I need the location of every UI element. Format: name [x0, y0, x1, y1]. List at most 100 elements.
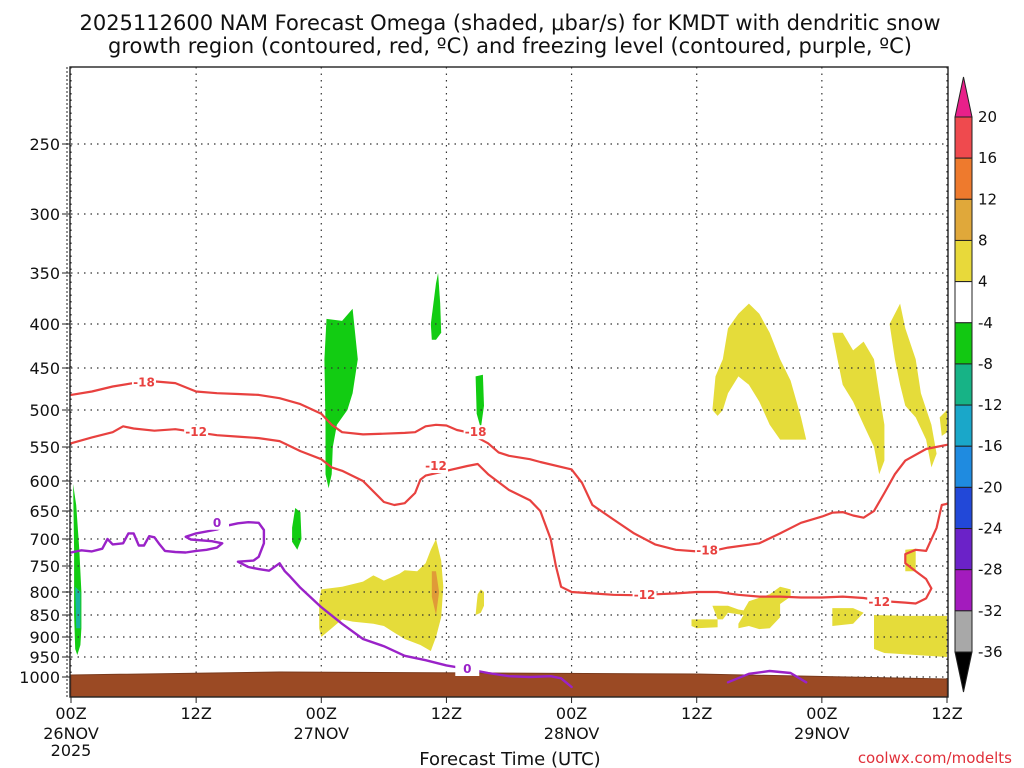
y-tick-label: 900 [29, 628, 60, 647]
y-tick-label: 800 [29, 583, 60, 602]
omega-region-cyan [75, 586, 81, 629]
y-tick-label: 650 [29, 502, 60, 521]
colorbar-block [954, 363, 973, 406]
y-tick-label: 350 [29, 264, 60, 283]
omega-region-positive-3 [691, 619, 718, 629]
colorbar-block [954, 486, 973, 530]
colorbar-block [954, 569, 973, 612]
colorbar-block [954, 445, 973, 488]
chart-title-line1: 2025112600 NAM Forecast Omega (shaded, μ… [79, 11, 940, 35]
contour-label-zero-a-bg [205, 515, 229, 530]
contour-label-minus12-d-bg [867, 595, 892, 610]
x-tick-time: 12Z [681, 704, 712, 723]
y-tick-label: 450 [29, 359, 60, 378]
colorbar-block [954, 281, 973, 324]
x-axis-label: Forecast Time (UTC) [419, 749, 600, 768]
omega-region-positive-4 [832, 608, 864, 626]
freezing-level-contour-b [726, 669, 808, 684]
x-tick-date: 29NOV [794, 724, 850, 743]
omega-region-negative-2 [324, 308, 358, 489]
colorbar-label: 16 [978, 149, 997, 167]
omega-region-negative-3 [430, 273, 442, 340]
y-tick-label: 850 [29, 606, 60, 625]
colorbar-block [954, 528, 973, 571]
contour-label-minus12-d: -12 [868, 595, 890, 609]
colorbar-block [954, 610, 973, 653]
colorbar-label: -28 [978, 561, 1003, 579]
credit-link[interactable]: coolwx.com/modelts [858, 749, 1012, 767]
x-tick-time: 00Z [556, 704, 587, 723]
omega-region-positive-9 [889, 303, 937, 468]
x-tick-time: 12Z [180, 704, 211, 723]
x-tick-date: 27NOV [293, 724, 349, 743]
colorbar-label: -24 [978, 520, 1003, 538]
colorbar-label: 20 [978, 108, 997, 126]
contour-label-zero-b-bg [455, 662, 480, 676]
colorbar-label: -36 [978, 643, 1003, 661]
x-tick-time: 12Z [431, 704, 462, 723]
colorbar-label: -16 [978, 437, 1003, 455]
colorbar-block [954, 157, 973, 200]
omega-region-positive-5 [874, 615, 947, 657]
colorbar-label: 12 [978, 190, 997, 208]
colorbar-bottom-arrow [954, 651, 973, 693]
y-tick-label: 700 [29, 530, 60, 549]
omega-region-positive-10 [939, 410, 947, 436]
y-tick-label: 750 [29, 557, 60, 576]
y-tick-label: 400 [29, 315, 60, 334]
y-tick-label: 1000 [19, 668, 60, 687]
contour-label-minus12-b-bg [424, 459, 448, 474]
contour-label-minus18-c: -18 [696, 543, 718, 557]
contour-label-minus12-a-bg [184, 425, 209, 440]
omega-region-positive-1 [475, 589, 484, 615]
y-tick-label: 500 [29, 401, 60, 420]
contour-label-minus18-b-bg [463, 425, 488, 440]
colorbar-label: -12 [978, 396, 1003, 414]
x-tick-time: 00Z [806, 704, 837, 723]
colorbar-block [954, 404, 973, 447]
colorbar-block [954, 322, 973, 365]
contour-label-minus12-c-bg [632, 588, 657, 603]
y-tick-label: 300 [29, 205, 60, 224]
colorbar-label: -8 [978, 355, 993, 373]
colorbar-block [954, 198, 973, 241]
y-tick-label: 250 [29, 135, 60, 154]
colorbar-block [954, 116, 973, 159]
colorbar: 20 16 12 8 4 -4 -8 -12 -16 -20 -24 -28 -32 -36 [954, 76, 1003, 693]
omega-region-negative-4 [475, 374, 484, 429]
omega-region-positive-7 [712, 303, 807, 440]
x-tick-time: 12Z [931, 704, 962, 723]
omega-region-positive-0 [319, 539, 444, 651]
colorbar-top-arrow [954, 76, 973, 118]
x-tick-time: 00Z [55, 704, 86, 723]
contour-layer: -18 -12 -18 -12 -12 -18 -12 0 0 [69, 375, 949, 689]
contour-label-minus18-a: -18 [133, 375, 155, 389]
colorbar-label: -4 [978, 314, 993, 332]
x-tick-date: 28NOV [544, 724, 600, 743]
contour-label-minus12-a: -12 [185, 425, 207, 439]
contour-minus18 [69, 380, 949, 553]
contour-label-minus18-a-bg [132, 375, 156, 390]
freezing-level-contour [69, 521, 573, 689]
y-axis-ticks: 250 300 350 400 450 500 550 600 650 700 750 800 850 9… [19, 135, 70, 687]
plot-area: -18 -12 -18 -12 -12 -18 -12 0 0 [66, 66, 949, 698]
colorbar-label: -20 [978, 478, 1003, 496]
contour-label-zero-a: 0 [213, 516, 221, 530]
x-tick-year: 2025 [51, 741, 92, 760]
colorbar-block [954, 239, 973, 283]
x-tick-date: 26NOV [43, 724, 99, 743]
contour-label-minus12-c: -12 [634, 588, 656, 602]
plot-frame [69, 66, 949, 698]
colorbar-label: -32 [978, 602, 1003, 620]
y-tick-label: 600 [29, 472, 60, 491]
plot-background [70, 67, 948, 697]
colorbar-label: 4 [978, 273, 988, 291]
y-tick-label: 550 [29, 438, 60, 457]
contour-label-minus12-b: -12 [425, 459, 447, 473]
colorbar-label: 8 [978, 231, 988, 249]
contour-label-minus18-c-bg [695, 543, 720, 558]
contour-label-zero-b: 0 [463, 662, 471, 676]
contour-minus12 [69, 425, 949, 605]
